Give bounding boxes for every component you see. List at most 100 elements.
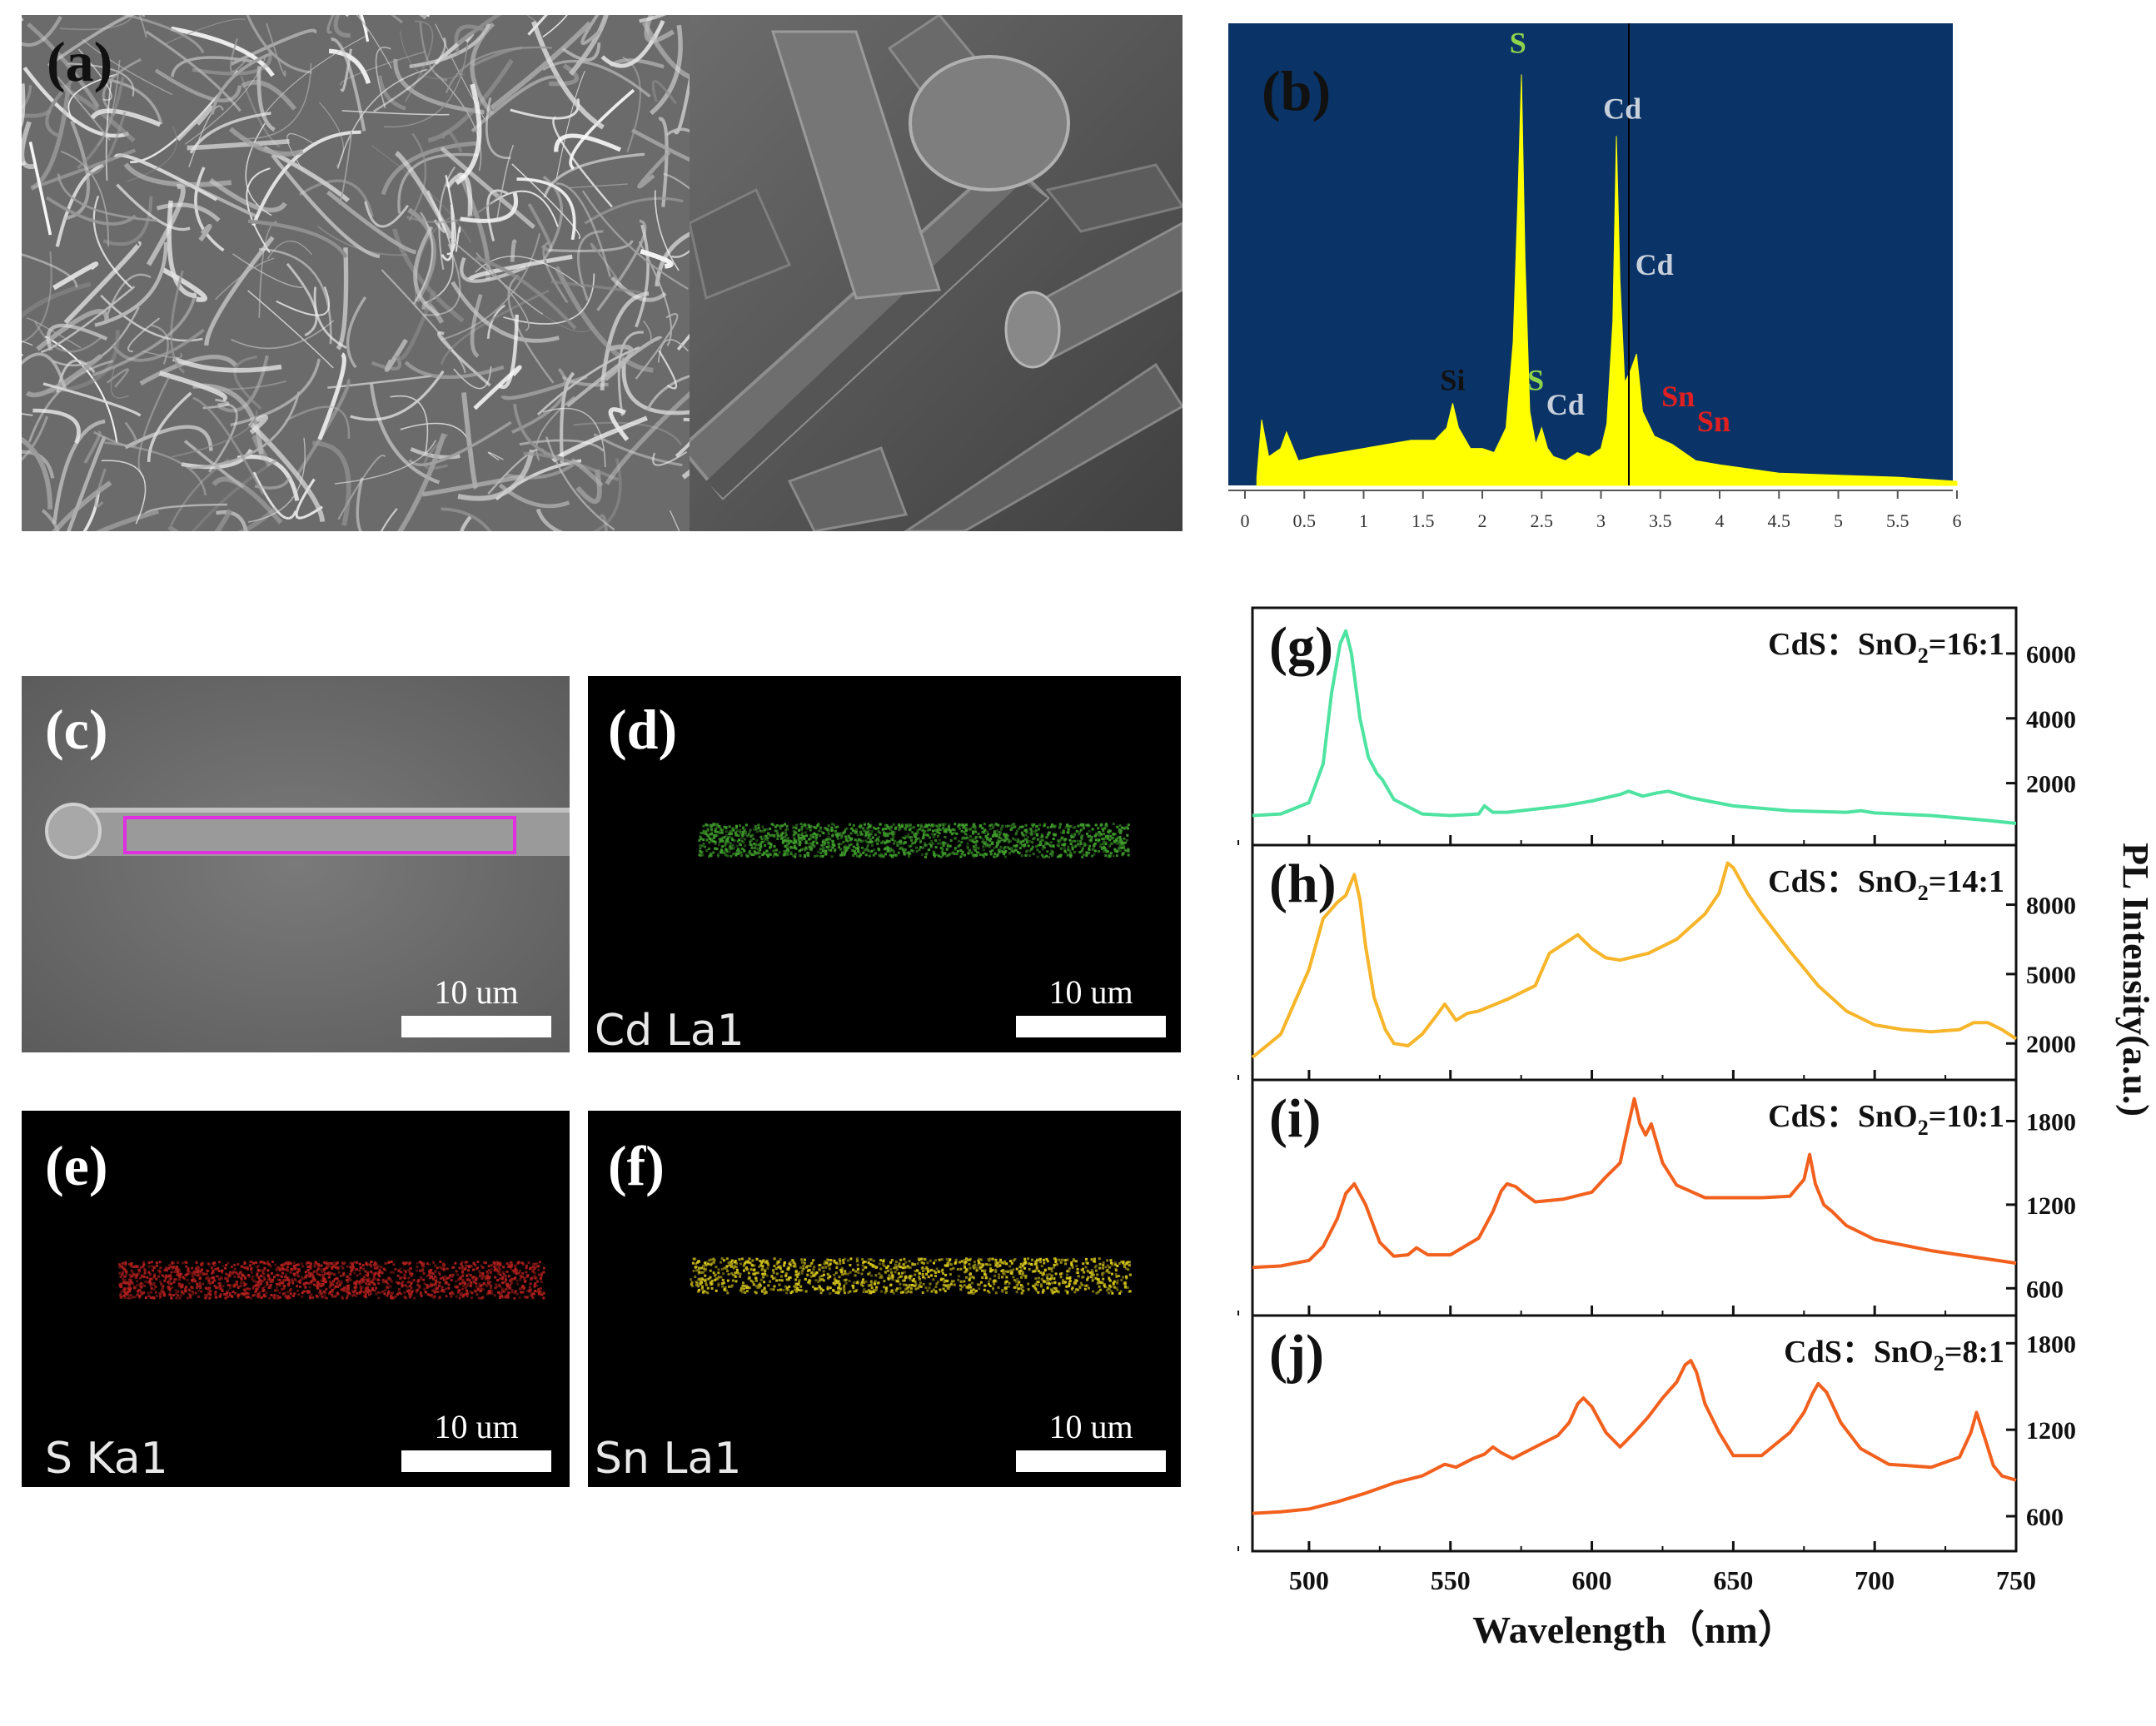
element-dot <box>1101 828 1104 830</box>
element-dot <box>699 844 702 847</box>
element-dot <box>1046 1276 1049 1280</box>
element-dot <box>219 1287 222 1291</box>
element-dot <box>981 840 984 843</box>
element-dot <box>797 833 800 837</box>
element-dot <box>124 1292 127 1296</box>
element-dot <box>814 1287 817 1291</box>
element-dot <box>1058 825 1062 828</box>
element-dot <box>520 1291 523 1294</box>
element-dot <box>1109 842 1113 845</box>
element-dot <box>921 1291 924 1294</box>
element-dot <box>173 1271 177 1273</box>
element-dot <box>513 1291 516 1295</box>
element-dot <box>191 1286 194 1290</box>
nanowire-strand <box>172 356 282 373</box>
element-dot <box>1075 829 1078 833</box>
nanowire-strand <box>438 166 456 270</box>
element-dot <box>429 1271 432 1275</box>
element-dot <box>197 1273 200 1276</box>
element-dot <box>225 1263 228 1266</box>
element-dot <box>982 848 985 852</box>
element-dot <box>390 1280 393 1283</box>
element-dot <box>868 1291 871 1295</box>
element-dot <box>746 1261 749 1264</box>
element-dot <box>325 1261 328 1264</box>
element-dot <box>771 833 774 837</box>
element-dot <box>1063 849 1067 853</box>
eds-peak-label: Sn <box>1661 380 1695 413</box>
nanowire-strand <box>231 320 335 350</box>
element-dot <box>868 832 871 835</box>
element-dot <box>819 1275 821 1278</box>
element-dot <box>1093 834 1097 837</box>
element-dot <box>267 1275 271 1277</box>
element-dot <box>283 1285 286 1288</box>
element-dot <box>714 847 716 850</box>
element-dot <box>692 1257 695 1261</box>
element-dot <box>434 1284 437 1287</box>
selection-box[interactable] <box>123 816 516 854</box>
element-dot <box>217 1267 220 1270</box>
element-dot <box>804 831 807 834</box>
element-dot <box>760 1261 764 1265</box>
element-dot <box>730 833 733 836</box>
element-dot <box>389 1278 392 1281</box>
nanowire-strand <box>204 236 275 346</box>
element-dot <box>368 1280 371 1283</box>
element-dot <box>859 825 862 828</box>
element-dot <box>883 1286 885 1289</box>
element-dot <box>408 1270 411 1273</box>
element-dot <box>815 1287 819 1291</box>
element-dot <box>819 829 822 833</box>
element-dot <box>137 1289 140 1292</box>
element-dot <box>534 1290 537 1292</box>
element-dot <box>908 828 911 831</box>
element-dot <box>1035 1261 1038 1265</box>
element-dot <box>257 1286 261 1289</box>
element-dot <box>712 851 715 854</box>
element-dot <box>384 1289 387 1291</box>
element-dot <box>792 826 795 829</box>
element-dot <box>365 1281 368 1285</box>
element-dot <box>301 1296 304 1298</box>
element-dot <box>842 840 845 843</box>
element-dot <box>500 1296 504 1299</box>
element-dot <box>894 1261 898 1263</box>
element-dot <box>296 1271 299 1274</box>
element-dot <box>1073 851 1076 854</box>
element-dot <box>710 1279 714 1282</box>
element-dot <box>794 839 796 843</box>
element-dot <box>219 1293 222 1296</box>
element-dot <box>834 1277 836 1281</box>
element-dot <box>495 1263 499 1266</box>
element-dot <box>316 1284 319 1287</box>
element-dot <box>530 1277 532 1281</box>
element-dot <box>989 823 993 827</box>
element-dot <box>941 841 944 844</box>
element-dot <box>873 848 876 852</box>
element-dot <box>309 1262 312 1266</box>
element-dot <box>1078 850 1082 853</box>
element-dot <box>296 1275 300 1278</box>
element-dot <box>1053 1264 1057 1266</box>
element-dot <box>365 1261 368 1265</box>
element-dot <box>501 1276 505 1279</box>
element-dot <box>351 1264 354 1267</box>
element-dot <box>1069 834 1073 838</box>
element-dot <box>275 1267 278 1271</box>
element-dot <box>327 1265 331 1267</box>
element-dot <box>910 1284 914 1286</box>
element-dot <box>535 1284 539 1287</box>
element-dot <box>910 836 914 839</box>
nanowire-strand <box>83 430 102 465</box>
element-dot <box>291 1295 295 1297</box>
element-dot <box>800 1270 804 1272</box>
element-dot <box>896 844 899 848</box>
element-dot <box>226 1278 229 1281</box>
element-dot <box>930 840 934 843</box>
element-dot <box>756 1271 759 1275</box>
element-dot <box>451 1275 454 1278</box>
element-dot <box>821 1266 824 1269</box>
element-dot <box>531 1291 535 1295</box>
element-dot <box>305 1262 308 1266</box>
